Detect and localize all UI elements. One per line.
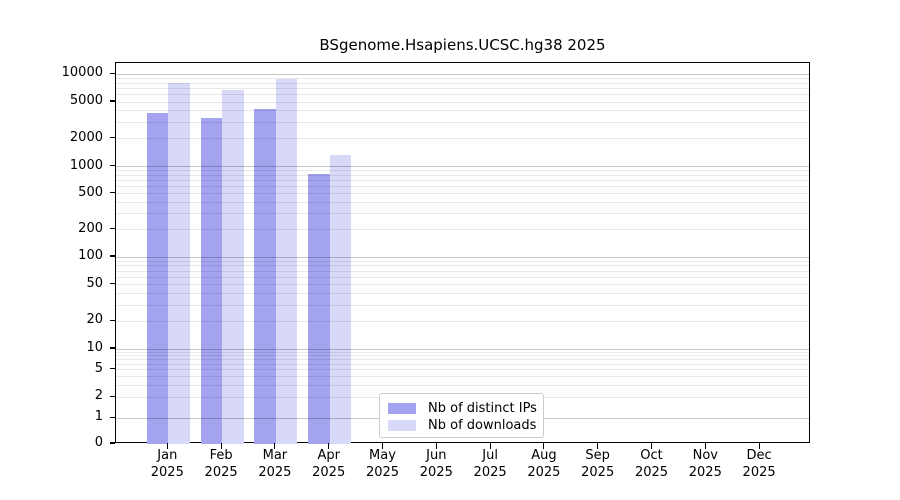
x-tick-aug [543,443,545,449]
y-tick-label-500: 500 [78,184,103,200]
x-tick-label-feb: Feb 2025 [204,448,238,480]
y-tick-200 [109,228,115,230]
legend-label-downloads: Nb of downloads [428,418,537,433]
y-tick-label-1000: 1000 [69,157,103,173]
y-tick-10 [109,347,115,349]
y-tick-50 [109,283,115,285]
x-tick-mar [274,443,276,449]
y-tick-20 [109,319,115,321]
x-tick-label-jul: Jul 2025 [473,448,507,480]
y-tick-100 [109,255,115,257]
y-tick-label-200: 200 [78,220,103,236]
y-tick-label-20: 20 [86,312,103,328]
bar-downloads-feb [222,90,244,444]
x-tick-label-apr: Apr 2025 [312,448,346,480]
y-tick-label-5: 5 [94,360,103,376]
y-tick-2000 [109,137,115,139]
y-tick-2 [109,395,115,398]
y-tick-label-0: 0 [94,435,103,450]
x-tick-label-dec: Dec 2025 [742,448,776,480]
y-tick-5000 [109,100,115,102]
y-tick-label-1: 1 [94,409,103,425]
x-tick-oct [650,443,653,449]
bar-distinct-ips-feb [200,117,223,444]
x-tick-may [381,443,384,449]
x-tick-dec [758,443,760,449]
y-tick-5 [109,368,115,370]
y-tick-label-10: 10 [86,340,103,355]
y-tick-label-100: 100 [78,248,103,263]
x-tick-apr [328,443,330,449]
x-tick-sep [597,443,599,449]
x-tick-label-jun: Jun 2025 [419,448,453,480]
x-tick-label-mar: Mar 2025 [258,448,292,480]
x-tick-nov [704,443,706,449]
bar-downloads-apr [329,155,352,444]
x-tick-label-jan: Jan 2025 [150,448,184,480]
x-tick-label-nov: Nov 2025 [688,448,722,480]
y-tick-label-2000: 2000 [69,129,103,145]
x-tick-jul [489,443,491,449]
y-tick-0 [109,442,115,444]
x-tick-label-may: May 2025 [365,448,400,480]
bar-downloads-mar [275,79,298,444]
bars-layer [116,63,809,444]
y-tick-label-50: 50 [86,275,103,291]
x-tick-jan [166,443,168,449]
x-tick-feb [220,443,222,449]
x-tick-label-sep: Sep 2025 [581,448,615,480]
plot-area: Nb of distinct IPs Nb of downloads [115,62,810,444]
y-tick-1 [109,416,115,418]
y-tick-label-10000: 10000 [61,65,103,81]
bar-distinct-ips-jan [146,113,169,444]
y-tick-label-5000: 5000 [69,93,103,109]
y-tick-500 [109,192,115,194]
y-tick-label-2: 2 [94,388,103,404]
legend-swatch-distinct-ips-icon [388,403,416,414]
legend: Nb of distinct IPs Nb of downloads [379,393,544,438]
x-tick-label-aug: Aug 2025 [527,448,561,480]
x-tick-jun [435,443,437,449]
bar-downloads-jan [168,82,190,444]
legend-swatch-downloads-icon [388,420,416,431]
y-tick-10000 [109,72,115,74]
chart-title: BSgenome.Hsapiens.UCSC.hg38 2025 [319,36,606,54]
bar-distinct-ips-mar [254,109,276,444]
bar-distinct-ips-apr [308,174,330,444]
legend-label-distinct-ips: Nb of distinct IPs [428,401,537,416]
x-tick-label-oct: Oct 2025 [634,448,669,480]
legend-item-downloads: Nb of downloads [388,417,537,434]
y-tick-1000 [109,164,115,167]
legend-item-distinct-ips: Nb of distinct IPs [388,400,537,417]
